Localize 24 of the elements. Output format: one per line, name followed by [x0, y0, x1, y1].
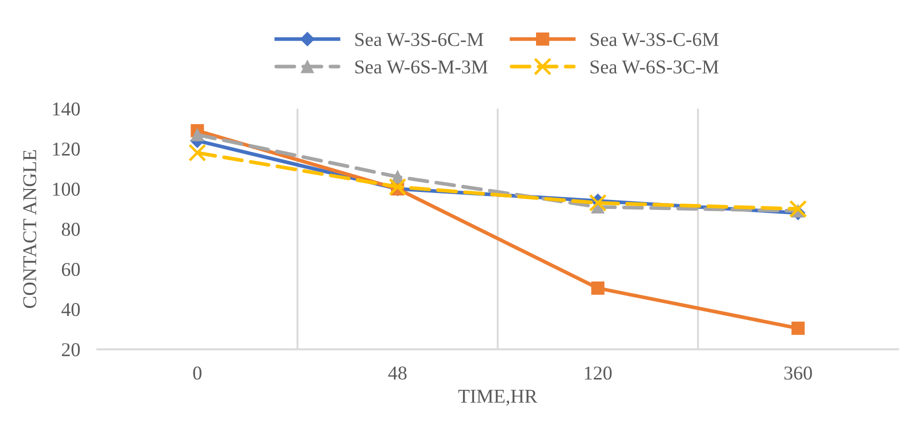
y-tick-label: 80 [62, 222, 80, 236]
point [388, 178, 406, 196]
legend-label: Sea W-6S-M-3M [355, 60, 488, 74]
legend-label: Sea W-3S-C-6M [590, 32, 719, 46]
y-tick-label: 100 [53, 182, 80, 196]
point [588, 194, 607, 212]
point [190, 128, 204, 142]
point [789, 200, 807, 218]
point [591, 282, 604, 295]
y-tick-label: 140 [53, 102, 80, 116]
x-tick-label: 48 [388, 366, 407, 380]
point [791, 322, 805, 335]
y-tick-label: 40 [61, 303, 80, 316]
legend-label: Sea W-6S-3C-M [590, 60, 719, 74]
y-tick-label: 60 [62, 262, 80, 276]
y-tick-label: 120 [53, 142, 80, 156]
x-tick-label: 360 [784, 366, 812, 380]
point [188, 144, 206, 162]
y-tick-label: 20 [62, 343, 80, 356]
x-axis-title: TIME,HR [458, 390, 538, 406]
legend-label: Sea W-3S-6C-M [355, 32, 484, 46]
x-tick-label: 0 [193, 366, 202, 380]
x-tick-label: 120 [584, 366, 612, 380]
y-axis-title: CONTACT ANGLE [23, 150, 36, 308]
